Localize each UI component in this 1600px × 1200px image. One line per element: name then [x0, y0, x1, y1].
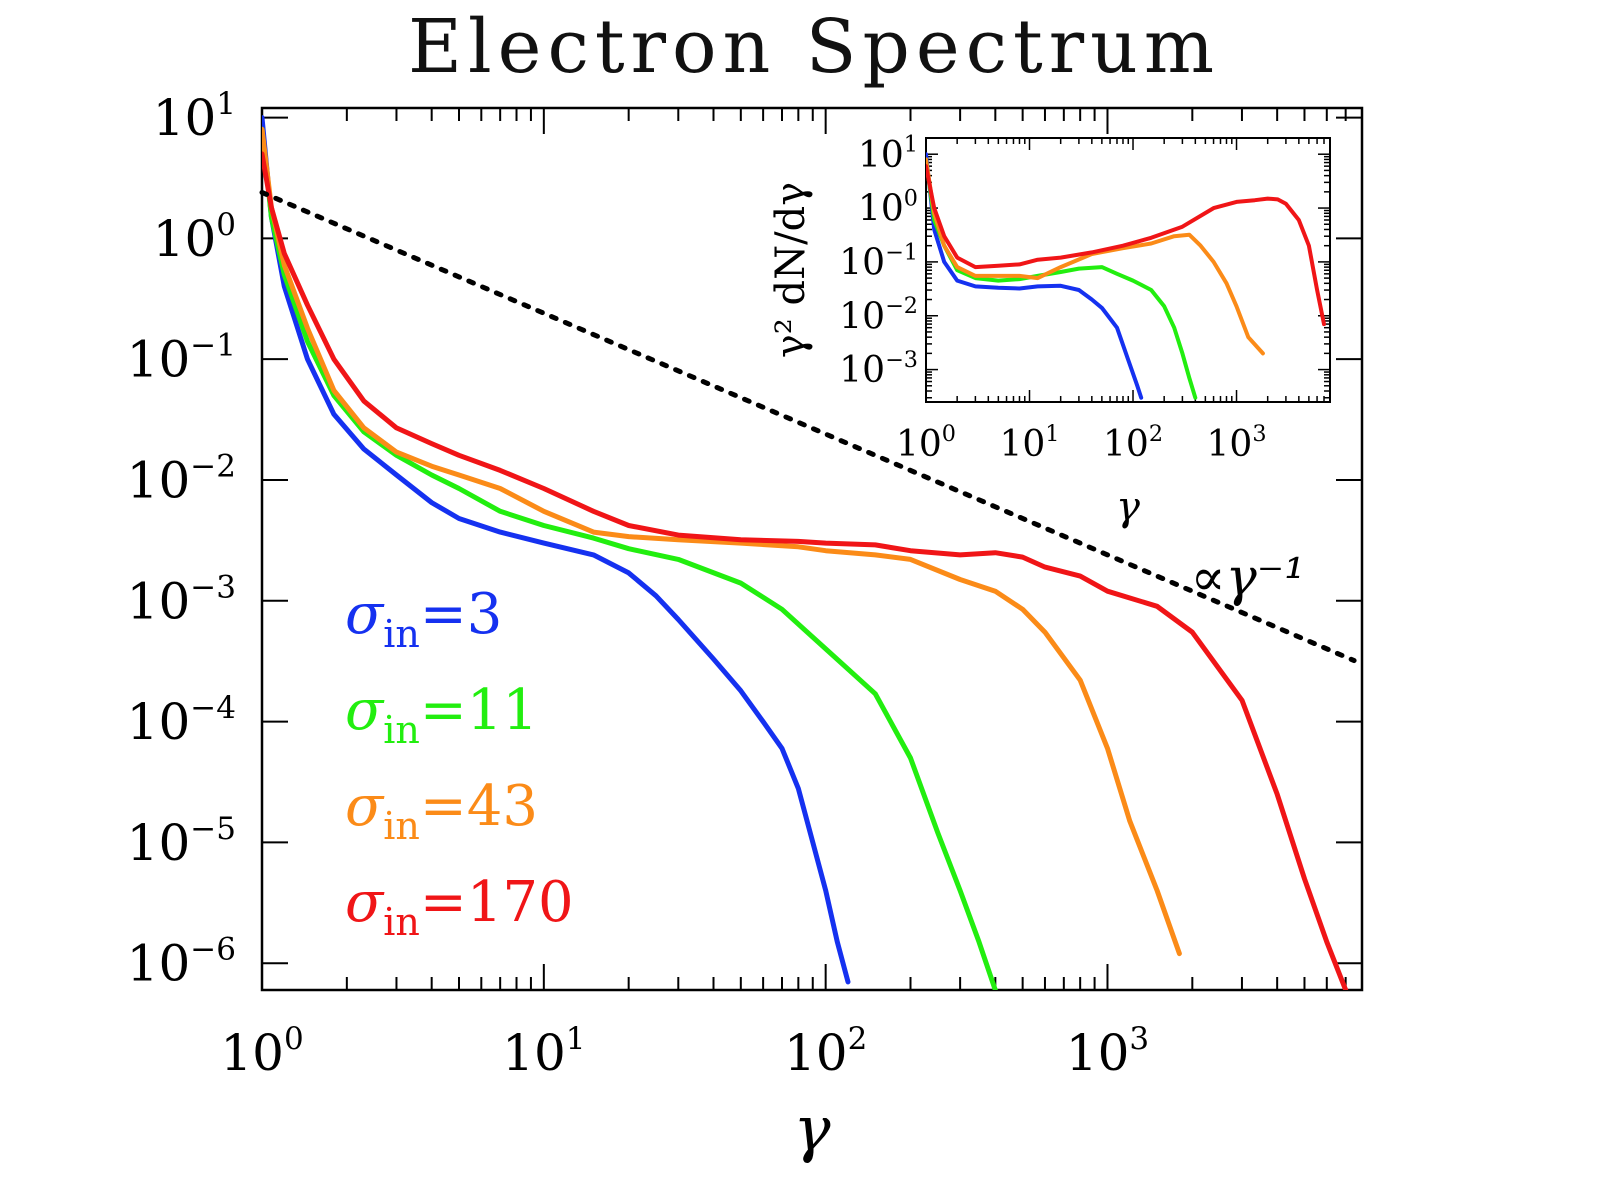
inset-x-axis-label: γ: [1116, 484, 1140, 530]
main-plot: 100 101 102 103 101 100 10−1 10−2 10−3 10−4 10−5 10…: [127, 86, 1364, 1165]
inset-x-tick-label: 102: [1103, 421, 1163, 465]
main-y-tick-label: 10−4: [127, 690, 236, 751]
power-law-label: ∝γ⁻¹: [1190, 548, 1305, 608]
inset-y-tick-label: 100: [858, 186, 918, 230]
inset-y-axis-label: γ² dN/dγ: [768, 182, 814, 358]
main-y-tick-label: 10−3: [127, 569, 236, 630]
inset-x-tick-label: 103: [1207, 421, 1267, 465]
inset-x-tick-label: 100: [896, 421, 956, 465]
main-series-sigma-in-43: [262, 126, 1182, 957]
main-y-tick-label: 10−2: [127, 448, 236, 509]
inset-series-sigma-in-170: [926, 164, 1326, 327]
main-x-tick-label: 100: [220, 1021, 303, 1082]
legend-entry-sigma-11: σin=11: [345, 678, 539, 752]
main-y-tick-label: 100: [153, 207, 236, 268]
inset-series-sigma-in-43: [926, 157, 1265, 356]
main-series-sigma-in-11: [262, 126, 998, 990]
main-y-tick-label: 10−6: [127, 932, 236, 993]
legend-entry-sigma-3: σin=3: [345, 582, 503, 656]
inset-x-tick-label: 101: [999, 421, 1059, 465]
legend-entry-sigma-43: σin=43: [345, 774, 539, 848]
inset-series-sigma-in-3: [926, 152, 1144, 400]
main-x-tick-label: 103: [1066, 1021, 1149, 1082]
main-ticks: [261, 108, 1363, 990]
main-x-tick-label: 101: [502, 1021, 585, 1082]
main-x-tick-label: 102: [784, 1021, 867, 1082]
main-x-axis-label: γ: [793, 1092, 831, 1165]
main-y-tick-label: 10−1: [127, 328, 236, 389]
main-reference-power-law-line: [259, 189, 1357, 664]
inset-y-tick-label: 10−1: [839, 239, 918, 283]
legend-entry-sigma-170: σin=170: [345, 870, 574, 944]
main-series-sigma-in-3: [262, 115, 851, 985]
inset-series-sigma-in-11: [926, 157, 1198, 400]
inset-y-tick-label: 10−3: [839, 347, 918, 391]
inset-y-tick-label: 101: [858, 132, 918, 176]
main-y-tick-label: 101: [153, 86, 236, 147]
chart-title: Electron Spectrum: [408, 4, 1220, 90]
inset-ticks: [925, 137, 1331, 402]
inset-plot: 100 101 102 103 101 100 10−1 10−2 10−3 γ γ² dN/dγ: [768, 132, 1331, 530]
main-series-sigma-in-170: [262, 151, 1349, 990]
main-y-tick-label: 10−5: [127, 811, 236, 872]
inset-y-tick-label: 10−2: [839, 293, 918, 337]
